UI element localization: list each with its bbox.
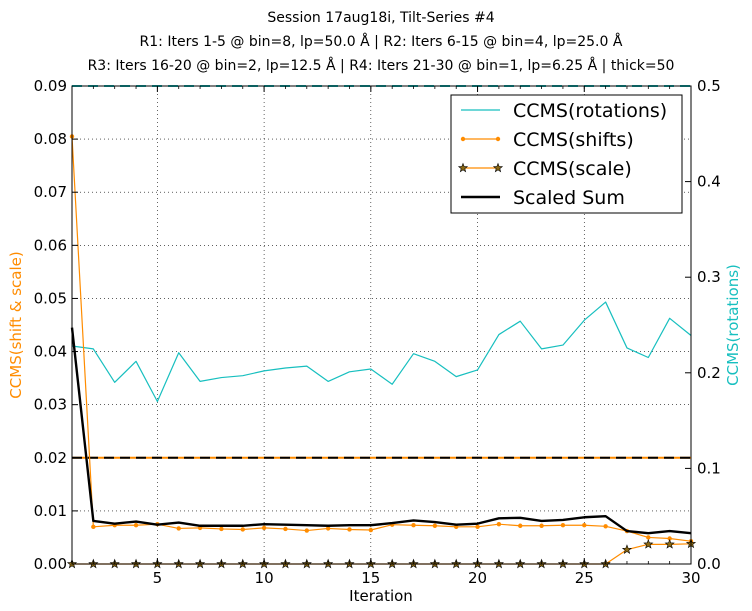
series-line-ccms-shifts <box>71 136 692 542</box>
series-point-ccms-shifts <box>432 523 438 528</box>
series-point-ccms-shifts <box>283 526 288 532</box>
series-point-ccms-shifts <box>539 523 544 528</box>
y-left-tick-label: 0.06 <box>34 236 67 254</box>
y-left-tick-label: 0.02 <box>34 449 67 467</box>
x-tick-label: 15 <box>361 569 380 587</box>
x-tick-label: 30 <box>681 569 700 587</box>
series-point-ccms-shifts <box>496 521 502 527</box>
series-point-ccms-shifts <box>368 527 374 533</box>
series-point-ccms-shifts <box>667 536 672 541</box>
y-right-tick-label: 0.1 <box>697 459 721 477</box>
y-right-tick-label: 0.5 <box>697 77 721 95</box>
y-left-tick-label: 0.04 <box>34 343 67 361</box>
y-right-axis-ticks: 0.0 0.1 0.2 0.3 0.4 0.5 <box>685 77 721 573</box>
series-point-ccms-shifts <box>411 523 416 528</box>
x-tick-label: 25 <box>575 569 594 587</box>
series-point-ccms-shifts <box>304 528 309 533</box>
legend-box <box>450 94 683 214</box>
series-point-ccms-shifts <box>325 526 331 531</box>
y-left-tick-label: 0.08 <box>34 130 67 148</box>
y-left-tick-label: 0.01 <box>34 502 67 520</box>
chart-title-line-3: R3: Iters 16-20 @ bin=2, lp=12.5 Å | R4:… <box>88 57 675 74</box>
series-point-ccms-shifts <box>560 523 566 528</box>
y-right-tick-label: 0.2 <box>697 364 721 382</box>
y-left-axis-label: CCMS(shift & scale) <box>7 251 25 398</box>
y-left-tick-label: 0.00 <box>34 555 67 573</box>
legend-scale-star <box>492 162 504 173</box>
plot-frame <box>71 85 692 565</box>
y-left-tick-label: 0.09 <box>34 77 67 95</box>
y-left-axis-ticks: 0.00 0.01 0.02 0.03 0.04 0.05 0.06 0.07 0.08 0.09 <box>34 77 78 573</box>
series-point-ccms-shifts <box>347 527 352 532</box>
series-point-ccms-shifts <box>176 526 181 531</box>
series-point-ccms-shifts <box>91 524 96 530</box>
y-right-axis-label: CCMS(rotations) <box>724 264 742 386</box>
y-right-tick-label: 0.4 <box>697 173 721 191</box>
legend-scale-marker <box>457 162 469 173</box>
series-point-ccms-scale <box>643 539 654 549</box>
legend-scale-label: CCMS(scale) <box>513 158 632 180</box>
x-axis-label: Iteration <box>349 587 413 605</box>
legend-shifts-marker <box>460 136 466 142</box>
legend-shifts-label: CCMS(shifts) <box>513 129 634 151</box>
y-left-tick-label: 0.03 <box>34 396 67 414</box>
legend-scale-marker-end <box>492 162 504 173</box>
series-line-ccms-rotations <box>71 301 692 403</box>
series-point-ccms-shifts <box>219 526 224 532</box>
y-right-tick-label: 0.3 <box>697 268 721 286</box>
series-point-ccms-shifts <box>475 524 480 530</box>
series-point-ccms-shifts <box>261 525 267 531</box>
series-point-ccms-shifts <box>133 523 139 528</box>
legend-scale-star <box>457 162 469 173</box>
legend-sum-label: Scaled Sum <box>513 187 625 209</box>
chart-title-line-2: R1: Iters 1-5 @ bin=8, lp=50.0 Å | R2: I… <box>140 33 623 50</box>
x-tick-label: 20 <box>468 569 487 587</box>
series-point-ccms-scale <box>664 538 675 549</box>
legend-rotations-label: CCMS(rotations) <box>513 100 667 122</box>
x-tick-label: 10 <box>255 569 274 587</box>
chart-title-line-1: Session 17aug18i, Tilt-Series #4 <box>267 10 494 26</box>
series-line-scaled-sum <box>70 327 692 535</box>
series-point-ccms-shifts <box>646 535 651 540</box>
series-point-ccms-shifts <box>582 523 587 528</box>
x-tick-label: 5 <box>153 569 163 587</box>
series-point-ccms-scale <box>621 544 633 554</box>
y-left-tick-label: 0.05 <box>34 289 67 307</box>
y-right-tick-label: 0.0 <box>697 555 721 573</box>
series-point-ccms-shifts <box>240 527 245 532</box>
series-point-ccms-shifts <box>603 524 608 529</box>
y-left-tick-label: 0.07 <box>34 183 67 201</box>
legend-shifts-marker-end <box>495 136 501 142</box>
legend: CCMS(rotations) CCMS(shifts) CCMS(scale)… <box>450 94 683 214</box>
series-point-ccms-shifts <box>518 523 523 528</box>
